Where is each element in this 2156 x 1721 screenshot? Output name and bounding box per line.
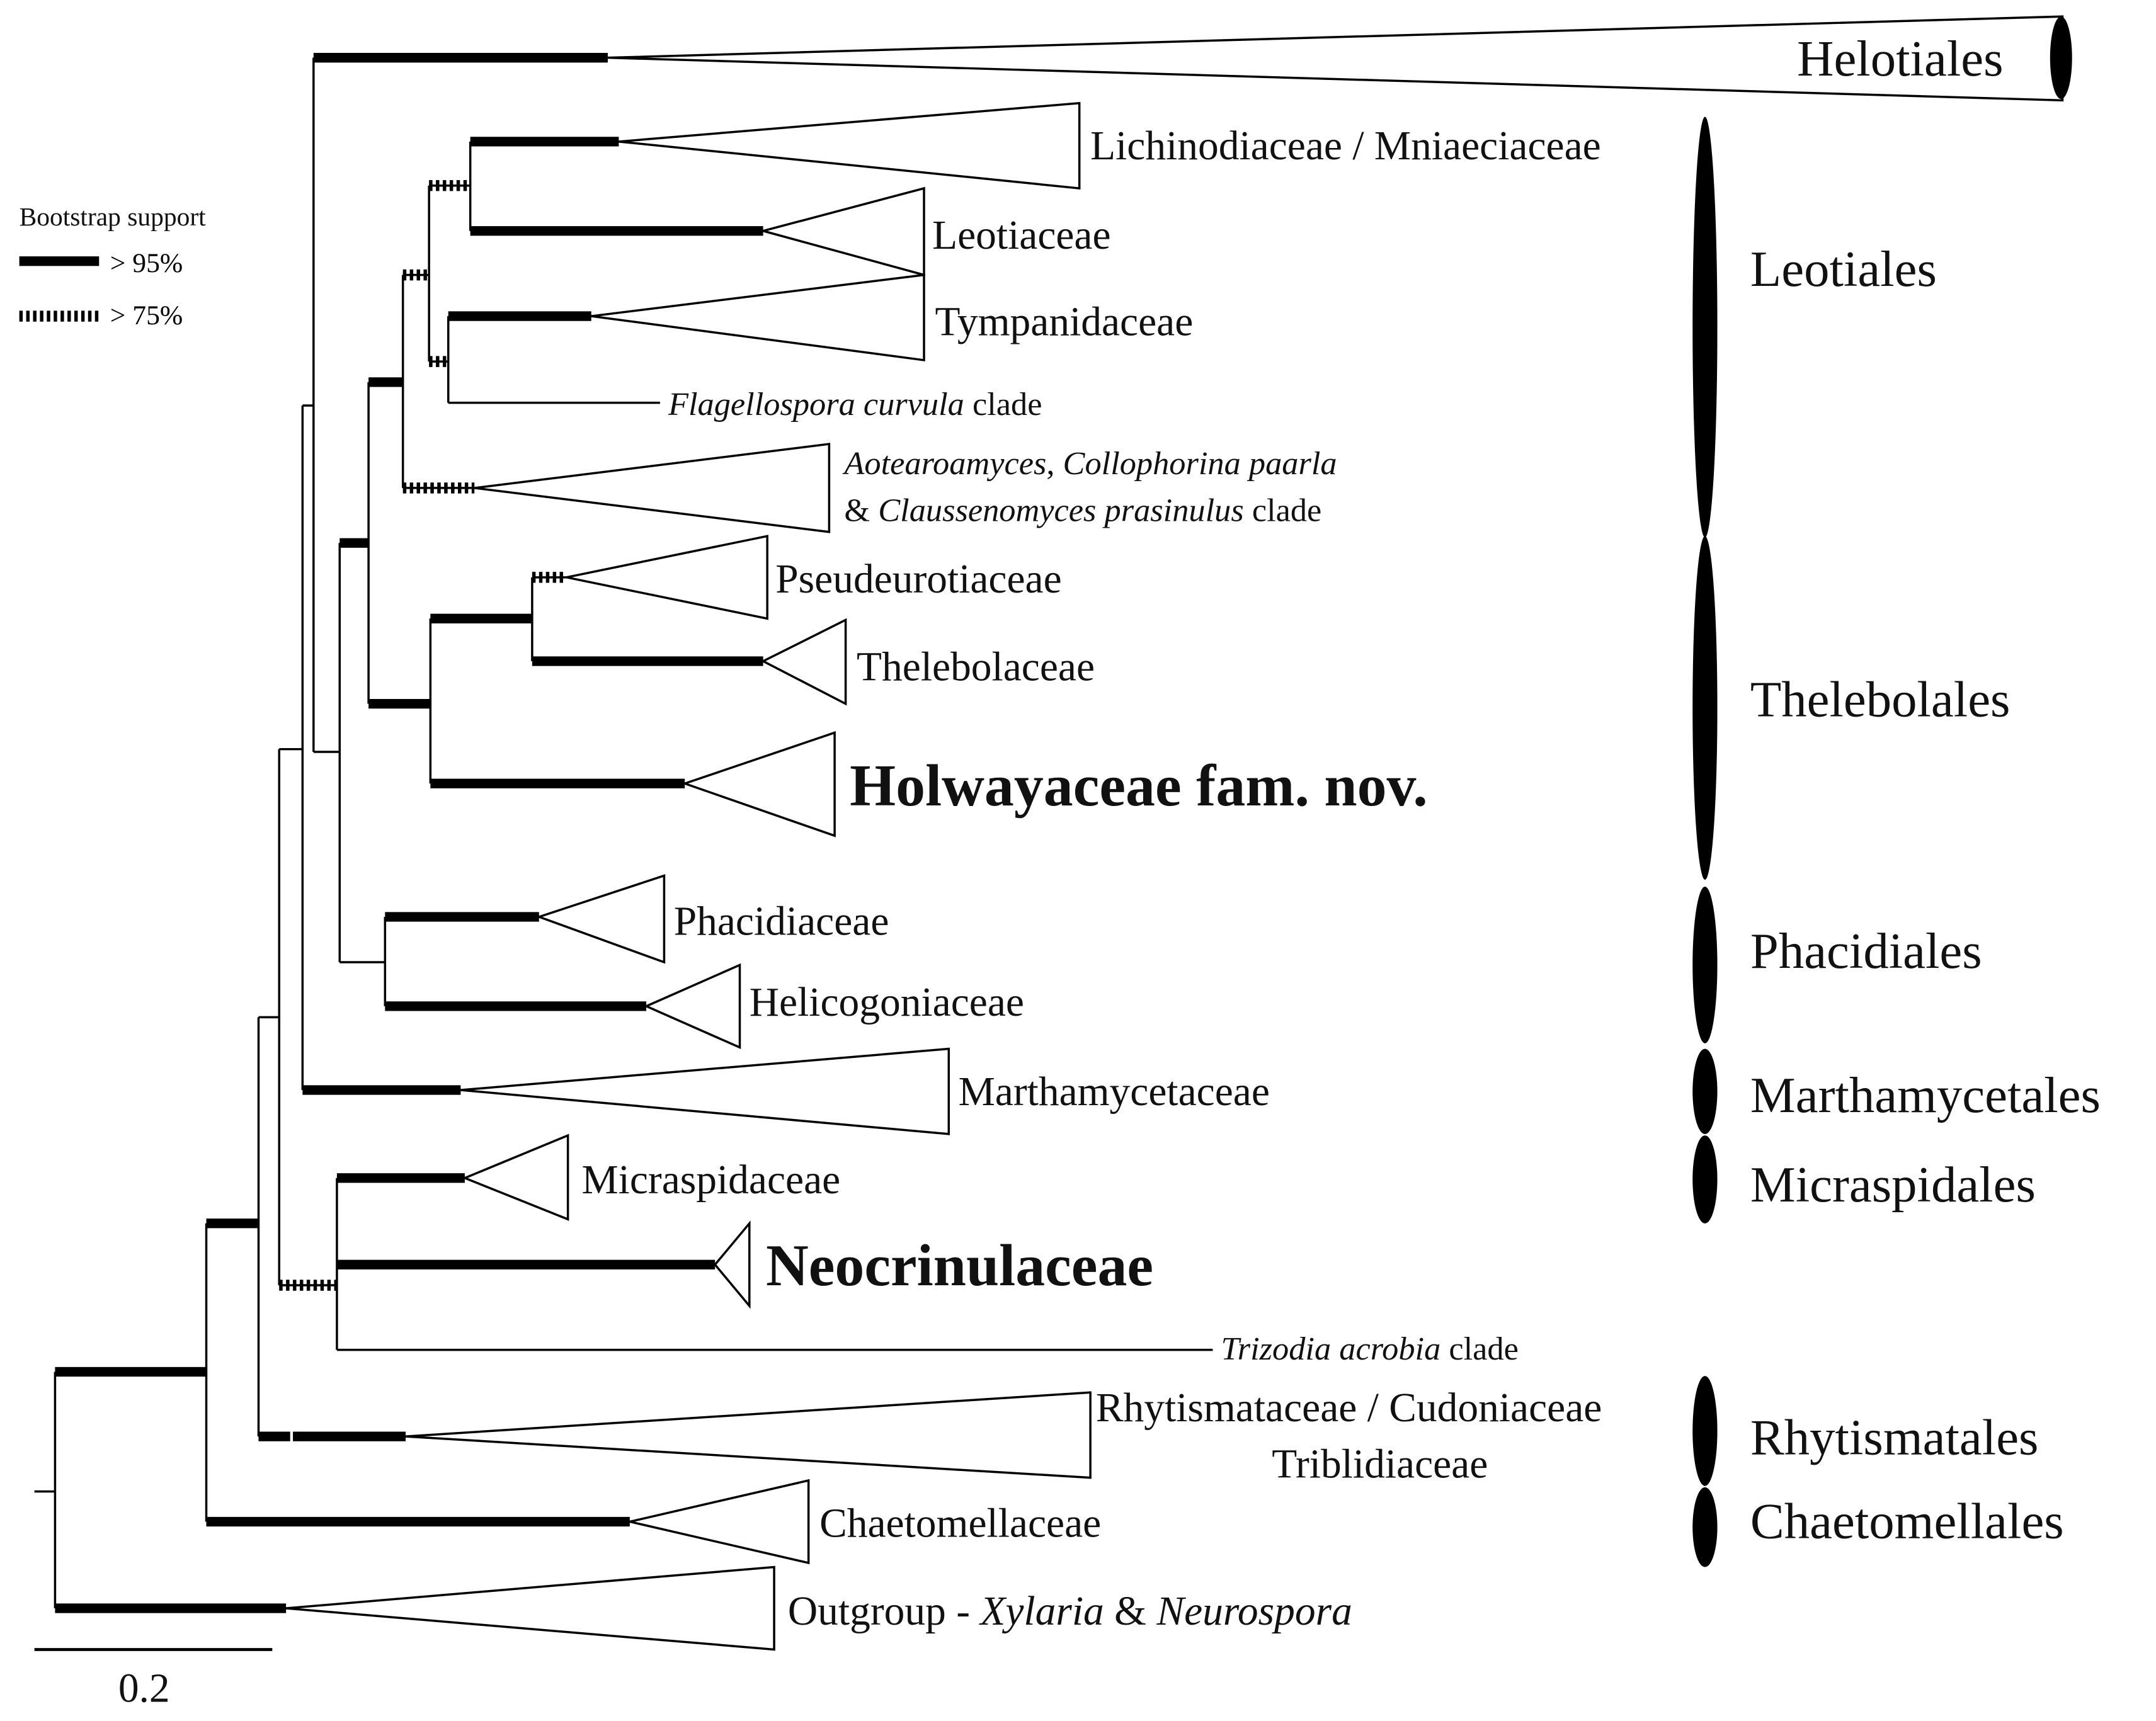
order-marker-micraspidales [1692,1135,1718,1224]
clade-triangle-phacidiaceae [535,874,666,964]
label-rhytismataceae: Rhytismataceae / Cudoniaceae [1096,1385,1602,1431]
order-marker-marthamycetales [1692,1048,1718,1134]
tree-branches [34,53,1213,1613]
label-phacidiales: Phacidiales [1750,923,1982,979]
label-helotiales: Helotiales [1797,31,2003,87]
clade-triangle-aotearoamyces [474,443,831,533]
label-flagellospora: Flagellospora curvula clade [668,386,1042,423]
clade-triangle-leotiaceae [758,186,925,276]
order-marker-phacidiales [1692,886,1718,1043]
label-trizodia: Trizodia acrobia clade [1221,1331,1519,1367]
order-marker-helotiales [2050,16,2072,99]
legend-title: Bootstrap support [20,202,207,231]
label-leotiaceae: Leotiaceae [932,213,1110,258]
scale-bar-label: 0.2 [118,1666,170,1711]
clade-triangle-helicogoniaceae [643,963,741,1050]
label-holwayaceae: Holwayaceae fam. nov. [850,753,1428,819]
label-chaetomellales: Chaetomellales [1750,1494,2064,1550]
clade-triangle-rhytismataceae [405,1391,1092,1479]
label-aotearoamyces-line1: Aotearoamyces, Collophorina paarla [842,445,1337,482]
clade-labels: Helotiales Lichinodiaceae / Mniaeciaceae… [581,31,2003,1634]
label-micraspidaceae: Micraspidaceae [581,1157,840,1203]
label-tympanidaceae: Tympanidaceae [935,300,1193,345]
label-marthamycetaceae: Marthamycetaceae [959,1069,1270,1115]
label-rhytismatales: Rhytismatales [1750,1410,2039,1466]
legend-solid-label: > 95% [110,248,183,278]
clade-triangle-thelebolaceae [760,618,847,706]
order-marker-rhytismatales [1692,1376,1718,1486]
label-pseudeurotiaceae: Pseudeurotiaceae [775,557,1061,602]
clade-triangle-neocrinulaceae [713,1220,751,1309]
clade-triangle-tympanidaceae [591,273,925,361]
order-marker-leotiales [1692,116,1718,538]
label-lichinodiaceae: Lichinodiaceae / Mniaeciaceae [1090,123,1601,169]
label-neocrinulaceae: Neocrinulaceae [766,1233,1153,1298]
label-chaetomellaceae: Chaetomellaceae [819,1501,1101,1546]
clade-triangle-chaetomellaceae [629,1479,810,1565]
clade-triangle-lichinodiaceae [619,101,1081,190]
clade-triangle-pseudeurotiaceae [566,535,768,620]
order-marker-thelebolales [1692,536,1718,880]
legend: Bootstrap support > 95% > 75% [19,202,207,331]
label-triblidiaceae: Triblidiaceae [1272,1442,1488,1487]
label-thelebolaceae: Thelebolaceae [857,645,1095,690]
label-leotiales: Leotiales [1750,241,1937,297]
label-aotearoamyces-line2: & Claussenomyces prasinulus clade [844,492,1321,528]
label-phacidiaceae: Phacidiaceae [674,899,889,944]
label-thelebolales: Thelebolales [1750,671,2011,727]
label-outgroup: Outgroup - Xylaria & Neurospora [788,1589,1352,1634]
clade-triangle-outgroup [285,1565,775,1651]
legend-dashed-label: > 75% [110,300,183,331]
clade-triangle-micraspidaceae [462,1133,569,1221]
order-marker-chaetomellales [1692,1487,1718,1567]
scale-bar: 0.2 [34,1648,273,1711]
clade-triangle-marthamycetaceae [460,1047,950,1135]
clade-triangle-holwayaceae [681,731,836,838]
order-brackets: Leotiales Thelebolales Phacidiales Marth… [1692,16,2101,1567]
label-helicogoniaceae: Helicogoniaceae [750,980,1024,1025]
collapsed-clades [285,15,2064,1651]
label-micraspidales: Micraspidales [1750,1157,2036,1213]
label-marthamycetales: Marthamycetales [1750,1067,2101,1123]
